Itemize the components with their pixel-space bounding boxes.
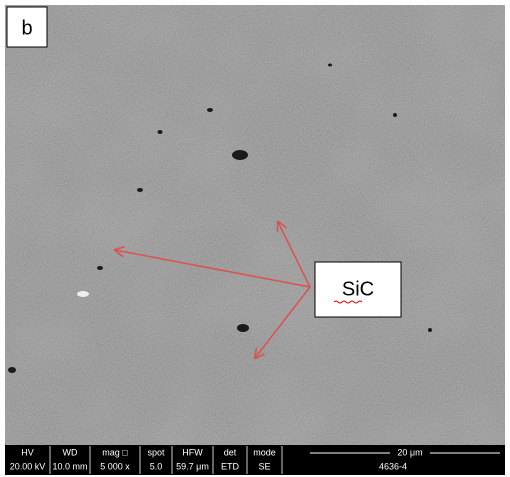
sem-texture xyxy=(5,5,505,445)
info-value: 5.0 xyxy=(150,461,163,471)
info-header: HV xyxy=(21,447,34,457)
info-value: SE xyxy=(258,461,270,471)
sample-id: 4636-4 xyxy=(379,461,407,471)
info-header: WD xyxy=(63,447,78,457)
annotation-label: SiC xyxy=(342,278,374,300)
info-value: ETD xyxy=(221,461,240,471)
info-header: det xyxy=(224,447,237,457)
info-header: mag □ xyxy=(102,447,128,457)
info-value: 5 000 x xyxy=(100,461,130,471)
info-value: 59.7 μm xyxy=(176,461,209,471)
arrows xyxy=(115,222,311,358)
info-bar-dividers xyxy=(49,446,283,474)
scale-label: 20 μm xyxy=(397,447,422,457)
info-header: spot xyxy=(147,447,165,457)
info-header: mode xyxy=(253,447,276,457)
info-value: 10.0 mm xyxy=(52,461,87,471)
panel-label-box xyxy=(6,6,48,48)
panel-label: b xyxy=(21,17,32,39)
info-bar-bg xyxy=(5,445,505,475)
info-value: 20.00 kV xyxy=(10,461,46,471)
pores xyxy=(8,63,432,373)
spell-underline xyxy=(333,300,363,304)
bright-particle xyxy=(77,291,89,297)
annotation-box xyxy=(314,261,402,318)
info-header: HFW xyxy=(182,447,203,457)
info-bar: 20 μm 4636-4 HV 20.00 kV WD 10.0 mm mag □ 5 0… xyxy=(5,445,505,475)
